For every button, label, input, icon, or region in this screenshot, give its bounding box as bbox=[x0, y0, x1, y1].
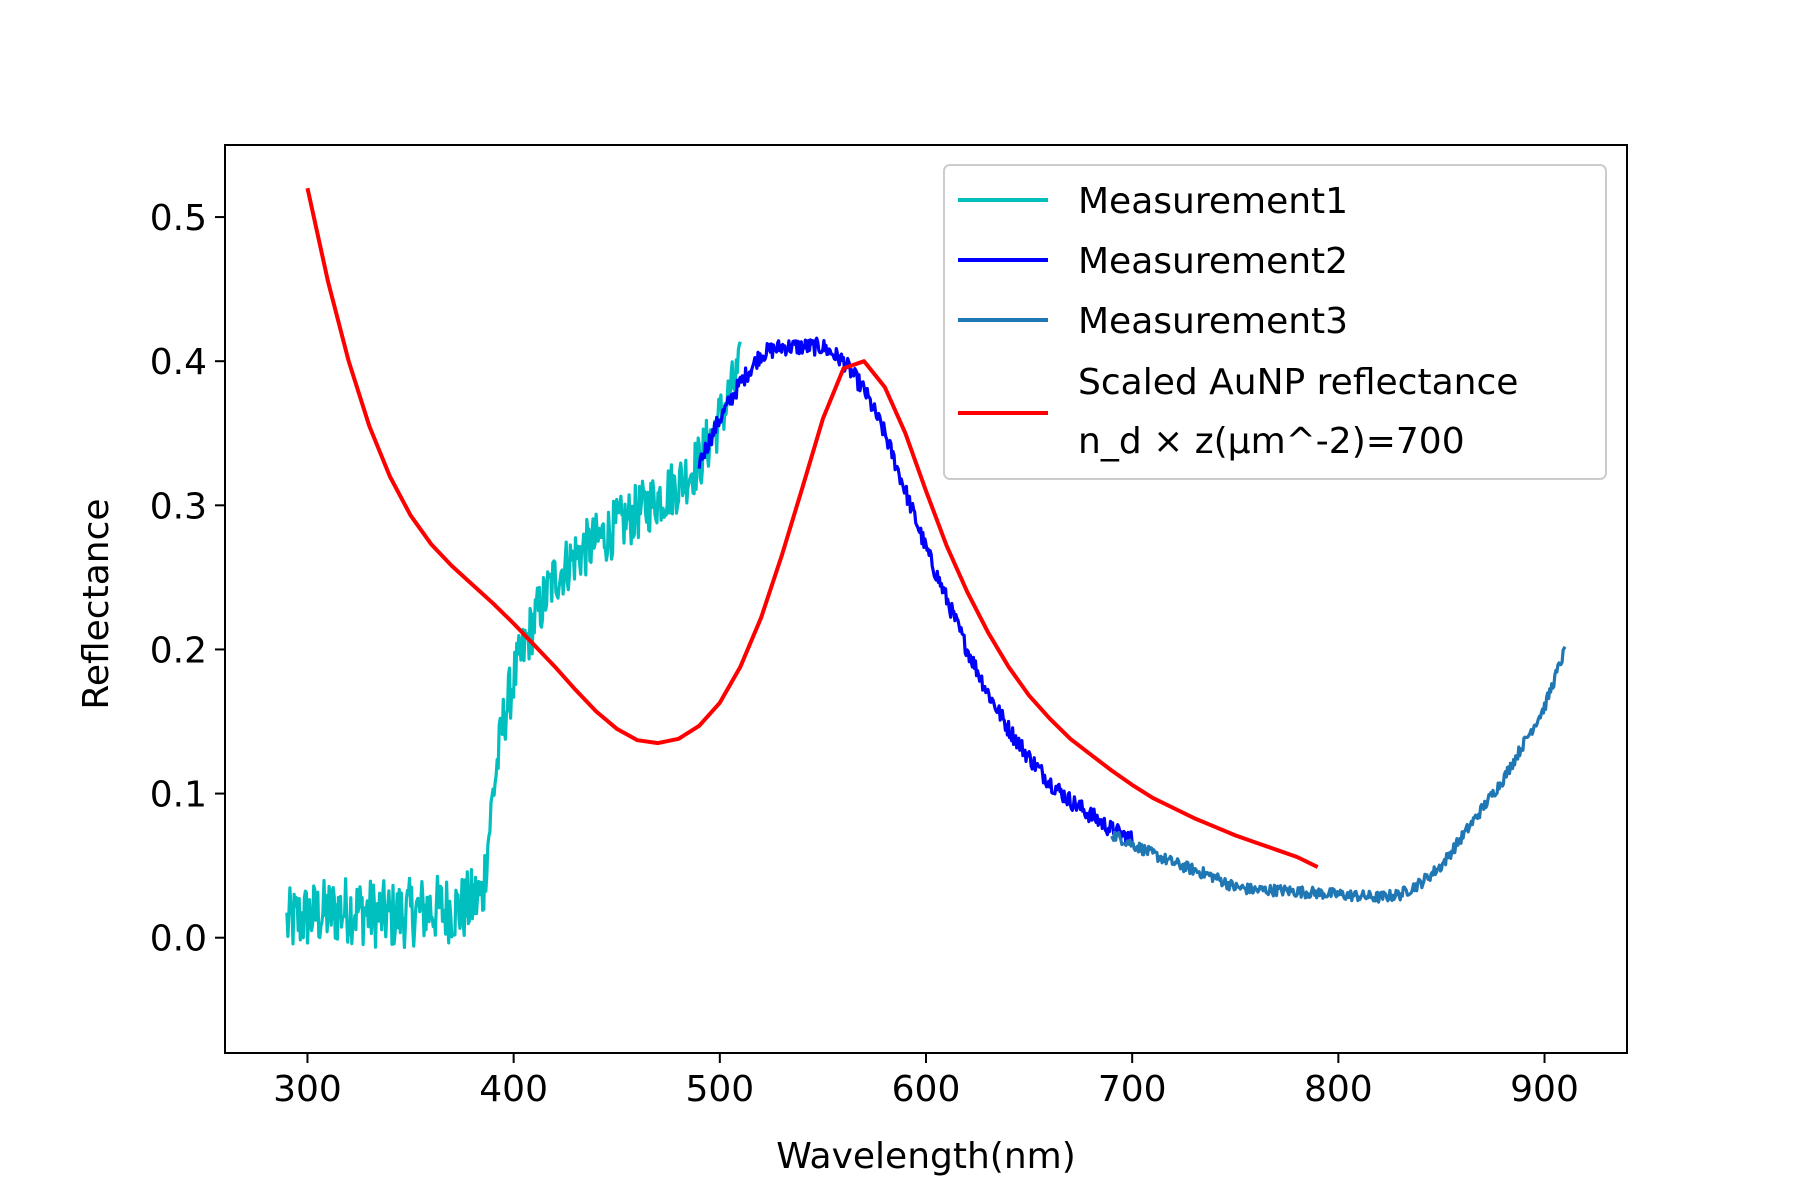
legend-label-aunp-formula: n_d × z(μm^-2)=700 bbox=[1078, 421, 1465, 462]
x-tick-label: 800 bbox=[1304, 1069, 1373, 1110]
x-axis-ticks: 300 400 500 600 700 800 900 bbox=[273, 1053, 1579, 1110]
y-tick-label: 0.2 bbox=[150, 630, 207, 671]
x-tick-label: 600 bbox=[892, 1069, 961, 1110]
y-axis-ticks: 0.0 0.1 0.2 0.3 0.4 0.5 bbox=[150, 198, 225, 960]
y-tick-label: 0.5 bbox=[150, 198, 207, 239]
series-line-measurement1 bbox=[285, 341, 742, 950]
series-line-measurement3 bbox=[1110, 645, 1567, 904]
legend-label-aunp: Scaled AuNP reflectance bbox=[1078, 362, 1518, 403]
y-tick-label: 0.0 bbox=[150, 919, 207, 960]
series-line-measurement2 bbox=[697, 336, 1134, 847]
series-line-scaled-aunp-reflectance bbox=[305, 187, 1319, 869]
y-tick-label: 0.4 bbox=[150, 342, 207, 383]
x-tick-label: 500 bbox=[685, 1069, 754, 1110]
x-tick-label: 300 bbox=[273, 1069, 342, 1110]
y-tick-label: 0.3 bbox=[150, 486, 207, 527]
x-axis-title: Wavelength(nm) bbox=[776, 1136, 1076, 1177]
series-layer bbox=[285, 187, 1567, 950]
legend-label-measurement3: Measurement3 bbox=[1078, 301, 1348, 342]
legend: Measurement1 Measurement2 Measurement3 S… bbox=[943, 164, 1607, 480]
legend-label-measurement2: Measurement2 bbox=[1078, 241, 1348, 282]
y-axis-title: Reflectance bbox=[76, 498, 117, 709]
x-tick-label: 900 bbox=[1510, 1069, 1579, 1110]
legend-label-measurement1: Measurement1 bbox=[1078, 181, 1348, 222]
y-tick-label: 0.1 bbox=[150, 775, 207, 816]
legend-box bbox=[943, 164, 1607, 480]
x-tick-label: 700 bbox=[1098, 1069, 1167, 1110]
x-tick-label: 400 bbox=[479, 1069, 548, 1110]
